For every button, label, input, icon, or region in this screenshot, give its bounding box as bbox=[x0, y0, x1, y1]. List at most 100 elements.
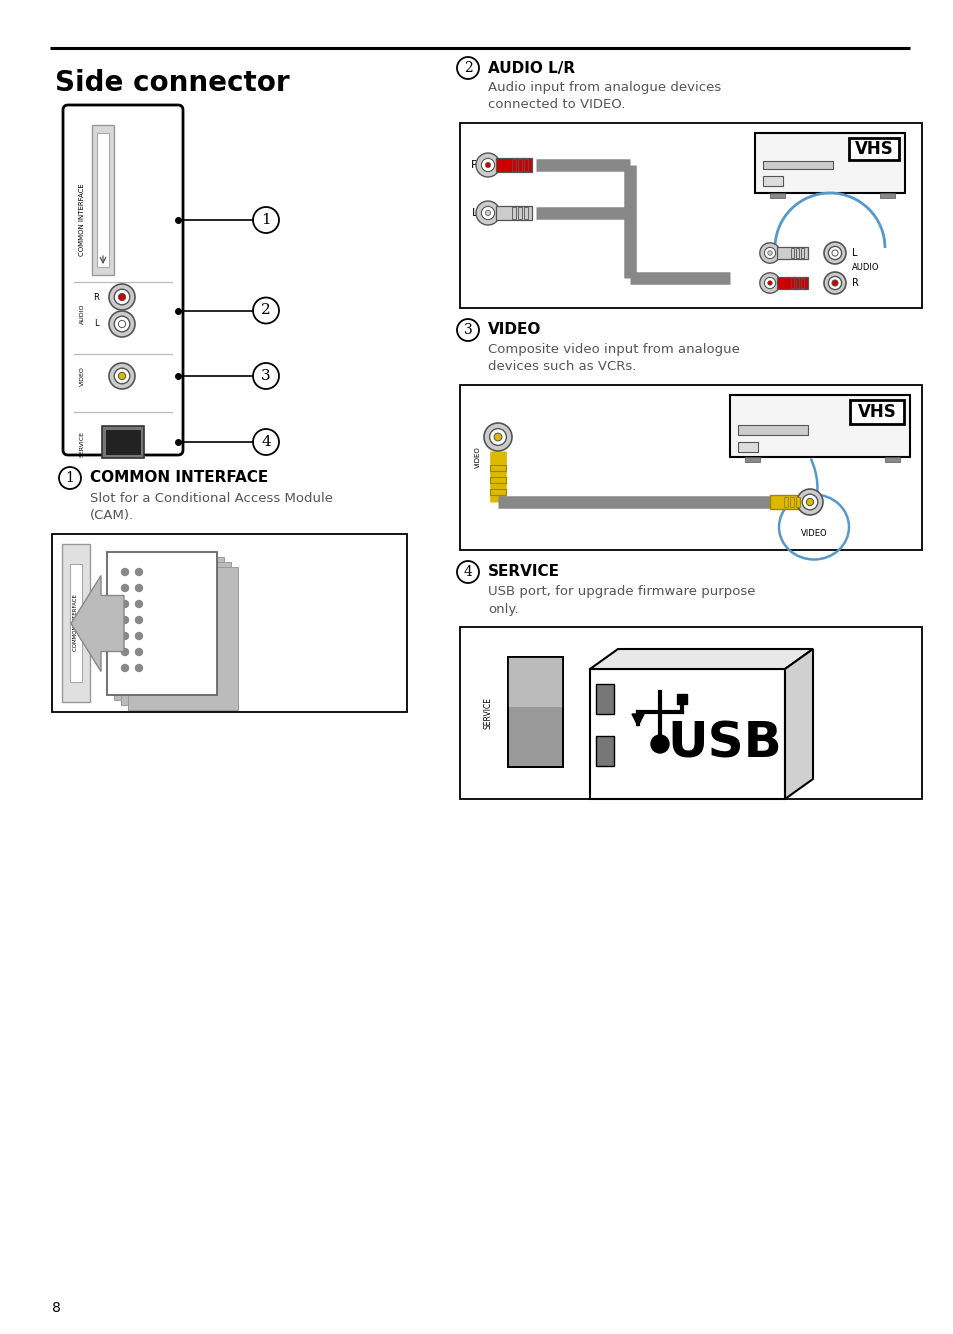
Bar bbox=[459, 627, 921, 799]
Circle shape bbox=[805, 499, 813, 506]
Bar bbox=[738, 442, 758, 452]
Bar bbox=[795, 248, 799, 257]
Circle shape bbox=[135, 648, 142, 655]
Bar bbox=[106, 430, 140, 454]
Bar bbox=[596, 736, 614, 766]
Polygon shape bbox=[589, 650, 812, 668]
Bar bbox=[512, 207, 516, 219]
Circle shape bbox=[823, 272, 845, 293]
Bar bbox=[789, 498, 793, 507]
Text: 2: 2 bbox=[463, 61, 472, 75]
Bar bbox=[790, 279, 793, 288]
Bar bbox=[62, 544, 90, 702]
Bar bbox=[762, 161, 832, 169]
Text: Composite video input from analogue: Composite video input from analogue bbox=[488, 343, 740, 356]
Circle shape bbox=[831, 249, 837, 256]
Bar bbox=[52, 534, 407, 712]
Bar bbox=[517, 207, 522, 219]
Bar bbox=[801, 248, 803, 257]
Circle shape bbox=[121, 648, 129, 655]
Bar bbox=[97, 133, 109, 267]
Bar bbox=[496, 157, 532, 172]
Circle shape bbox=[114, 316, 130, 332]
Text: COMMON INTERFACE: COMMON INTERFACE bbox=[79, 184, 85, 256]
Text: VHS: VHS bbox=[854, 140, 892, 157]
Text: Side connector: Side connector bbox=[55, 69, 290, 97]
Text: VIDEO: VIDEO bbox=[800, 530, 826, 539]
Bar bbox=[70, 564, 82, 682]
Text: SERVICE: SERVICE bbox=[483, 696, 492, 728]
Circle shape bbox=[135, 600, 142, 607]
Bar bbox=[738, 426, 807, 435]
Bar bbox=[744, 458, 760, 462]
Bar bbox=[512, 159, 516, 171]
Circle shape bbox=[485, 211, 490, 216]
Circle shape bbox=[118, 293, 126, 300]
Bar bbox=[879, 193, 894, 197]
Circle shape bbox=[485, 163, 490, 168]
Text: 4: 4 bbox=[261, 435, 271, 450]
Text: VIDEO: VIDEO bbox=[488, 323, 540, 338]
Circle shape bbox=[118, 320, 126, 328]
Circle shape bbox=[476, 153, 499, 177]
Circle shape bbox=[759, 272, 780, 293]
Circle shape bbox=[121, 632, 129, 639]
Bar bbox=[754, 133, 904, 193]
Bar bbox=[102, 426, 144, 458]
Bar bbox=[121, 562, 231, 704]
Circle shape bbox=[481, 207, 494, 220]
Text: 1: 1 bbox=[66, 471, 74, 486]
Bar bbox=[762, 176, 782, 185]
Circle shape bbox=[759, 243, 780, 263]
Text: USB port, for upgrade firmware purpose: USB port, for upgrade firmware purpose bbox=[488, 586, 755, 599]
Text: VIDEO: VIDEO bbox=[79, 366, 85, 386]
Bar bbox=[589, 668, 784, 799]
Bar bbox=[677, 694, 686, 704]
Text: R: R bbox=[93, 292, 99, 301]
Text: L: L bbox=[472, 208, 477, 217]
Text: 3: 3 bbox=[463, 323, 472, 338]
Circle shape bbox=[489, 428, 506, 446]
Circle shape bbox=[483, 423, 512, 451]
Bar bbox=[459, 123, 921, 308]
Circle shape bbox=[114, 368, 130, 384]
Circle shape bbox=[763, 277, 775, 288]
Text: COMMON INTERFACE: COMMON INTERFACE bbox=[73, 595, 78, 651]
Bar bbox=[507, 658, 562, 707]
Polygon shape bbox=[784, 650, 812, 799]
Circle shape bbox=[831, 280, 837, 285]
Circle shape bbox=[109, 311, 135, 338]
Bar bbox=[596, 684, 614, 714]
Circle shape bbox=[823, 241, 845, 264]
Text: AUDIO: AUDIO bbox=[851, 264, 879, 272]
Circle shape bbox=[135, 632, 142, 639]
Circle shape bbox=[135, 584, 142, 591]
Text: 2: 2 bbox=[261, 304, 271, 317]
Bar bbox=[769, 495, 801, 510]
Circle shape bbox=[121, 616, 129, 623]
Bar bbox=[490, 466, 505, 471]
Text: L: L bbox=[851, 248, 857, 257]
Circle shape bbox=[114, 289, 130, 304]
Circle shape bbox=[121, 600, 129, 607]
Bar bbox=[884, 458, 899, 462]
Text: R: R bbox=[471, 160, 478, 169]
Circle shape bbox=[494, 434, 501, 442]
Text: AUDIO: AUDIO bbox=[79, 304, 85, 324]
Bar bbox=[849, 400, 903, 424]
Circle shape bbox=[109, 284, 135, 309]
Text: only.: only. bbox=[488, 603, 518, 615]
Text: VIDEO: VIDEO bbox=[475, 446, 480, 468]
Bar bbox=[801, 279, 803, 288]
Circle shape bbox=[801, 494, 817, 510]
Text: devices such as VCRs.: devices such as VCRs. bbox=[488, 360, 636, 374]
Text: VHS: VHS bbox=[857, 403, 896, 422]
Text: connected to VIDEO.: connected to VIDEO. bbox=[488, 99, 625, 112]
Bar bbox=[795, 498, 800, 507]
Circle shape bbox=[650, 735, 668, 752]
Text: SERVICE: SERVICE bbox=[79, 431, 85, 458]
Text: Audio input from analogue devices: Audio input from analogue devices bbox=[488, 81, 720, 95]
Text: COMMON INTERFACE: COMMON INTERFACE bbox=[90, 471, 268, 486]
FancyBboxPatch shape bbox=[63, 105, 183, 455]
Circle shape bbox=[767, 280, 771, 285]
